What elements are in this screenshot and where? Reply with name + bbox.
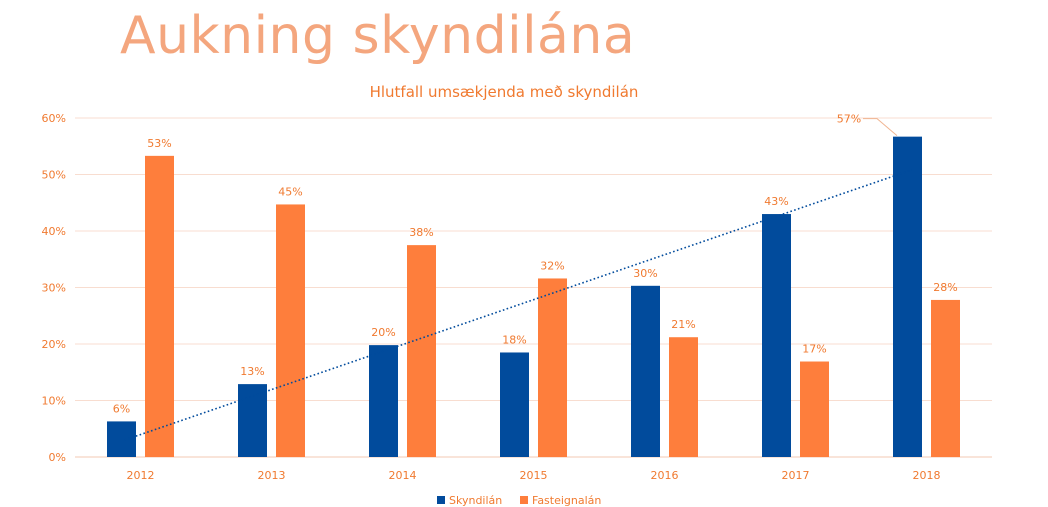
y-tick-label: 0% bbox=[49, 451, 66, 464]
x-tick-label: 2015 bbox=[520, 469, 548, 482]
data-label: 53% bbox=[147, 137, 171, 150]
bar-skyndilán bbox=[238, 384, 267, 457]
x-tick-label: 2017 bbox=[782, 469, 810, 482]
data-label: 20% bbox=[371, 326, 395, 339]
data-label: 38% bbox=[409, 226, 433, 239]
data-label: 6% bbox=[113, 402, 130, 415]
data-label: 17% bbox=[802, 343, 826, 356]
data-label: 21% bbox=[671, 318, 695, 331]
trendline bbox=[124, 169, 912, 441]
bar-skyndilán bbox=[762, 214, 791, 457]
data-label: 18% bbox=[502, 333, 526, 346]
gridlines bbox=[75, 117, 992, 458]
x-axis: 2012 2013 2014 2015 2016 2017 2018 bbox=[127, 469, 941, 482]
data-label: 43% bbox=[764, 195, 788, 208]
trendline-skyndilan bbox=[124, 169, 912, 441]
bar-fasteignalán bbox=[669, 337, 698, 457]
legend-label: Skyndilán bbox=[449, 494, 502, 507]
data-label: 45% bbox=[278, 185, 302, 198]
y-tick-label: 10% bbox=[42, 395, 66, 408]
bar-fasteignalán bbox=[538, 278, 567, 457]
legend-label: Fasteignalán bbox=[532, 494, 601, 507]
bar-fasteignalán bbox=[276, 204, 305, 457]
bar-skyndilán bbox=[893, 136, 922, 457]
bar-skyndilán bbox=[631, 285, 660, 457]
data-labels: 6% 13% 20% 18% 30% 43% 57% 53% 45% 38% 32% 21% 17% 28… bbox=[113, 113, 958, 416]
leader-line bbox=[863, 118, 898, 137]
chart-title: Hlutfall umsækjenda með skyndilán bbox=[370, 83, 639, 101]
data-label: 13% bbox=[240, 365, 264, 378]
slide-title: Aukning skyndilána bbox=[120, 6, 636, 66]
x-tick-label: 2018 bbox=[913, 469, 941, 482]
x-tick-label: 2013 bbox=[258, 469, 286, 482]
y-tick-label: 40% bbox=[42, 225, 66, 238]
y-tick-label: 50% bbox=[42, 169, 66, 182]
data-label: 32% bbox=[540, 259, 564, 272]
bar-fasteignalán bbox=[145, 155, 174, 458]
data-label: 57% bbox=[837, 113, 861, 126]
x-tick-label: 2012 bbox=[127, 469, 155, 482]
bar-fasteignalán bbox=[407, 245, 436, 457]
data-label: 28% bbox=[933, 281, 957, 294]
bars bbox=[107, 136, 960, 458]
bar-skyndilán bbox=[500, 352, 529, 457]
y-tick-label: 30% bbox=[42, 282, 66, 295]
bar-skyndilán bbox=[369, 345, 398, 457]
legend-swatch-skyndilán bbox=[437, 496, 445, 504]
y-axis: 0% 10% 20% 30% 40% 50% 60% bbox=[42, 112, 66, 464]
y-tick-label: 20% bbox=[42, 338, 66, 351]
legend-swatch-fasteignalán bbox=[520, 496, 528, 504]
data-label: 30% bbox=[633, 267, 657, 280]
bar-fasteignalán bbox=[800, 361, 829, 457]
y-tick-label: 60% bbox=[42, 112, 66, 125]
bar-skyndilán bbox=[107, 421, 136, 457]
x-tick-label: 2014 bbox=[389, 469, 417, 482]
bar-fasteignalán bbox=[931, 299, 960, 457]
x-tick-label: 2016 bbox=[651, 469, 679, 482]
legend: Skyndilán Fasteignalán bbox=[437, 494, 601, 507]
